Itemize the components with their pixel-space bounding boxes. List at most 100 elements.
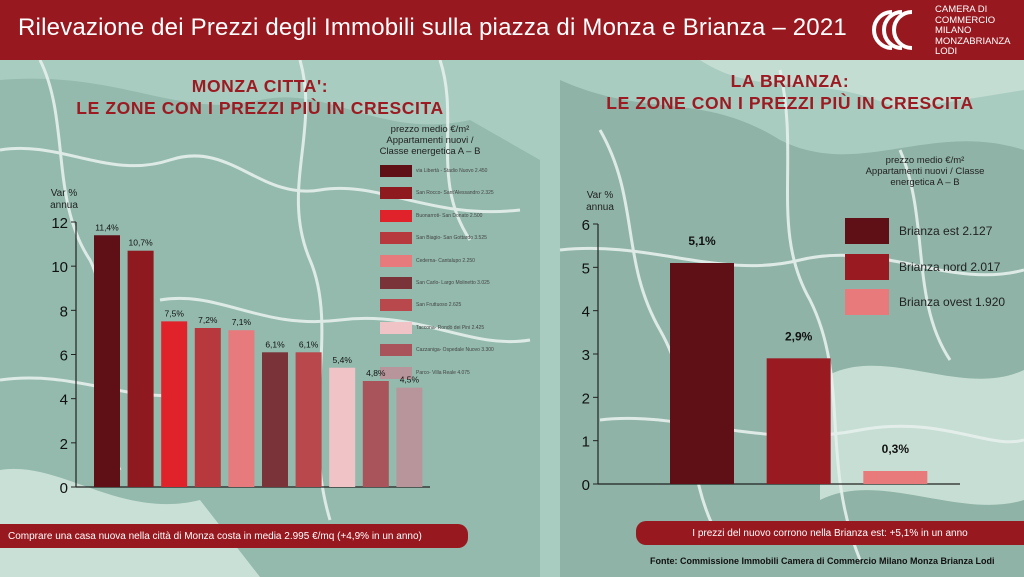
legend-swatch: [380, 321, 412, 334]
legend-item: San Rocco- Sant'Alessandro 2.325: [380, 187, 494, 200]
legend-swatch: [845, 253, 889, 280]
y-tick-label: 12: [51, 215, 68, 232]
legend-item: Taccona- Rondò dei Pini 2.425: [380, 321, 485, 334]
bar: [670, 263, 734, 484]
bar: [161, 321, 188, 487]
legend-label: Brianza nord 2.017: [899, 259, 1001, 274]
legend-title-line: Appartamenti nuovi / Classe: [865, 166, 985, 177]
legend-item: Parco- Villa Reale 4.075: [380, 366, 470, 379]
bar: [194, 328, 221, 487]
legend-item: Cazzaniga- Ospedale Nuovo 3.300: [380, 344, 494, 357]
y-tick-label: 8: [60, 303, 68, 320]
left-title-line1: MONZA CITTA':: [191, 76, 329, 96]
legend-label: Parco- Villa Reale 4.075: [416, 369, 470, 376]
legend-swatch: [845, 289, 889, 315]
legend-swatch: [380, 254, 412, 267]
y-tick-label: 4: [582, 304, 590, 321]
legend-label: San Biagio- San Gottardo 3.525: [416, 235, 487, 242]
legend-label: Taccona- Rondò dei Pini 2.425: [416, 324, 485, 331]
legend-item: via Libertà - Stadio Nuovo 2.450: [380, 165, 487, 177]
bar: [228, 330, 255, 487]
right-footer-note: I prezzi del nuovo corrono nella Brianza…: [636, 521, 1024, 545]
bar: [863, 471, 928, 484]
y-tick-label: 0: [60, 480, 68, 497]
legend-item: San Carlo- Largo Molinetto 3.025: [380, 277, 490, 289]
bar: [362, 381, 389, 487]
y-tick-label: 0: [582, 477, 590, 494]
legend-title-line: energetica A – B: [890, 177, 960, 188]
data-label: 0,3%: [882, 442, 910, 456]
chamber-of-commerce-logo-icon: [872, 10, 913, 50]
right-panel-title: LA BRIANZA: LE ZONE CON I PREZZI PIÙ IN …: [570, 70, 1010, 114]
y-tick-label: 6: [582, 217, 590, 234]
data-label: 5,1%: [688, 234, 716, 248]
legend-label: Cazzaniga- Ospedale Nuovo 3.300: [416, 347, 494, 354]
left-footer-note: Comprare una casa nuova nella città di M…: [0, 524, 468, 548]
logo-text: CAMERA DI COMMERCIO MILANO MONZABRIANZA …: [935, 4, 1023, 58]
logo-line: LODI: [935, 46, 958, 57]
bar: [396, 387, 423, 487]
data-label: 6,1%: [265, 339, 285, 349]
right-title-line1: LA BRIANZA:: [730, 71, 850, 91]
y-axis-label: Var %: [587, 190, 614, 201]
legend-label: Buonarroti- San Donato 2.500: [416, 212, 483, 219]
logo-line: CAMERA DI: [935, 4, 988, 15]
legend-swatch: [845, 218, 889, 244]
bar: [295, 352, 322, 487]
legend-title-line: Classe energetica A – B: [379, 146, 481, 157]
bar: [127, 250, 154, 487]
legend-swatch: [380, 299, 412, 312]
legend-title-line: Appartamenti nuovi /: [386, 135, 474, 146]
bar: [94, 235, 120, 487]
y-tick-label: 6: [60, 348, 68, 365]
y-axis-label: Var %: [51, 188, 78, 199]
legend-label: Cederna- Cantalupo 2.250: [416, 257, 475, 264]
logo-line: COMMERCIO: [935, 14, 996, 26]
left-legend-title: prezzo medio €/m² Appartamenti nuovi / C…: [360, 124, 500, 157]
data-label: 10,7%: [129, 238, 154, 248]
legend-item: Brianza est 2.127: [845, 218, 992, 244]
legend-label: San Rocco- Sant'Alessandro 2.325: [416, 190, 494, 197]
y-axis-label: annua: [50, 200, 78, 211]
data-label: 4,5%: [400, 375, 420, 385]
legend-swatch: [380, 209, 412, 222]
legend-item: Brianza nord 2.017: [845, 253, 1001, 280]
left-panel-title: MONZA CITTA': LE ZONE CON I PREZZI PIÙ I…: [40, 75, 480, 119]
legend-item: San Biagio- San Gottardo 3.525: [380, 232, 487, 245]
bar: [329, 367, 356, 487]
legend-swatch: [380, 187, 412, 200]
legend-swatch: [380, 165, 412, 177]
data-label: 4,8%: [366, 368, 386, 378]
page-title: Rilevazione dei Prezzi degli Immobili su…: [18, 14, 847, 41]
legend-swatch: [380, 366, 412, 379]
legend-item: San Fruttuoso 2.625: [380, 299, 461, 312]
right-legend-title: prezzo medio €/m² Appartamenti nuovi / C…: [845, 155, 1005, 188]
legend-item: Brianza ovest 1.920: [845, 289, 1005, 315]
y-tick-label: 10: [51, 259, 68, 276]
bar: [766, 358, 831, 484]
legend-label: Brianza ovest 1.920: [899, 295, 1006, 309]
left-title-line2: LE ZONE CON I PREZZI PIÙ IN CRESCITA: [76, 98, 444, 118]
y-tick-label: 2: [582, 390, 590, 407]
y-tick-label: 5: [582, 260, 590, 277]
data-label: 7,5%: [165, 308, 185, 318]
logo-line: MILANO: [935, 25, 972, 36]
source-note: Fonte: Commissione Immobili Camera di Co…: [650, 556, 995, 566]
legend-label: San Carlo- Largo Molinetto 3.025: [416, 280, 490, 286]
legend-title-line: prezzo medio €/m²: [885, 155, 965, 166]
legend-swatch: [380, 232, 412, 245]
legend-swatch: [380, 344, 412, 357]
legend-label: Brianza est 2.127: [899, 224, 993, 238]
legend-item: Buonarroti- San Donato 2.500: [380, 209, 483, 222]
data-label: 2,9%: [785, 329, 813, 343]
data-label: 7,2%: [198, 315, 218, 325]
header-bar: Rilevazione dei Prezzi degli Immobili su…: [0, 0, 1024, 60]
data-label: 11,4%: [95, 222, 119, 232]
data-label: 5,4%: [333, 355, 353, 365]
y-tick-label: 1: [582, 434, 590, 451]
legend-title-line: prezzo medio €/m²: [390, 124, 470, 135]
right-title-line2: LE ZONE CON I PREZZI PIÙ IN CRESCITA: [606, 93, 974, 113]
data-label: 6,1%: [299, 339, 319, 349]
bar: [262, 352, 288, 487]
